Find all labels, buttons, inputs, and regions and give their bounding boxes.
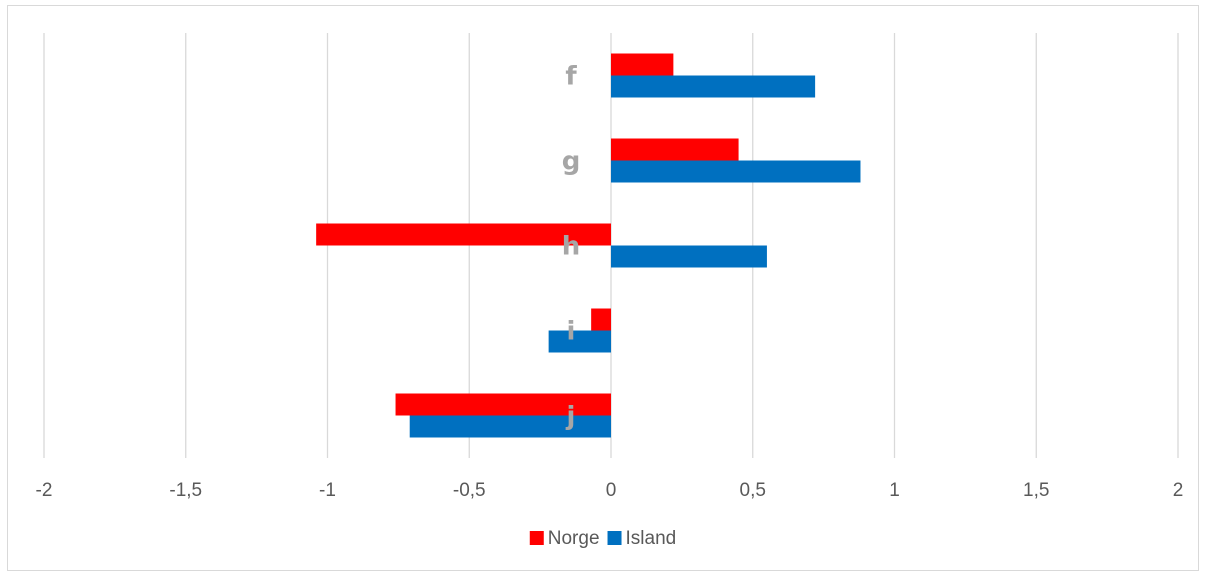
category-label-h: h	[562, 232, 581, 262]
x-tick-label-3: -0,5	[453, 480, 486, 501]
x-tick-label-2: -1	[319, 480, 336, 501]
x-tick-label-1: -1,5	[169, 480, 202, 501]
x-axis-tick-labels: -2 -1,5 -1 -0,5 0 0,5 1 1,5 2	[36, 480, 1184, 501]
bar-island-i	[548, 330, 611, 353]
legend-swatch-norge	[529, 531, 544, 545]
category-label-g: g	[562, 147, 581, 177]
category-label-j: j	[566, 402, 576, 432]
bar-norge-f	[611, 53, 674, 76]
chart-frame	[7, 5, 1199, 571]
x-tick-label-0: -2	[36, 480, 53, 501]
x-tick-label-7: 1,5	[1023, 480, 1049, 501]
x-tick-label-5: 0,5	[740, 480, 766, 501]
x-tick-label-4: 0	[606, 480, 617, 501]
x-tick-label-8: 2	[1173, 480, 1184, 501]
bars	[316, 53, 861, 438]
legend: Norge Island	[529, 528, 677, 549]
bar-island-j	[409, 415, 611, 438]
bar-norge-j	[395, 393, 611, 416]
bar-norge-i	[591, 308, 611, 331]
category-label-i: i	[567, 317, 576, 347]
bar-island-f	[611, 75, 816, 98]
bar-island-g	[611, 160, 861, 183]
bar-norge-g	[611, 138, 739, 161]
legend-swatch-island	[607, 531, 622, 545]
legend-item-norge: Norge	[529, 528, 600, 549]
legend-item-island: Island	[607, 528, 677, 549]
bar-norge-h	[316, 223, 611, 246]
bar-island-h	[611, 245, 767, 268]
x-tick-label-6: 1	[889, 480, 900, 501]
legend-label-norge: Norge	[548, 528, 600, 549]
category-label-f: f	[565, 62, 577, 92]
legend-label-island: Island	[626, 528, 677, 549]
category-labels: f g h i j	[562, 62, 581, 432]
